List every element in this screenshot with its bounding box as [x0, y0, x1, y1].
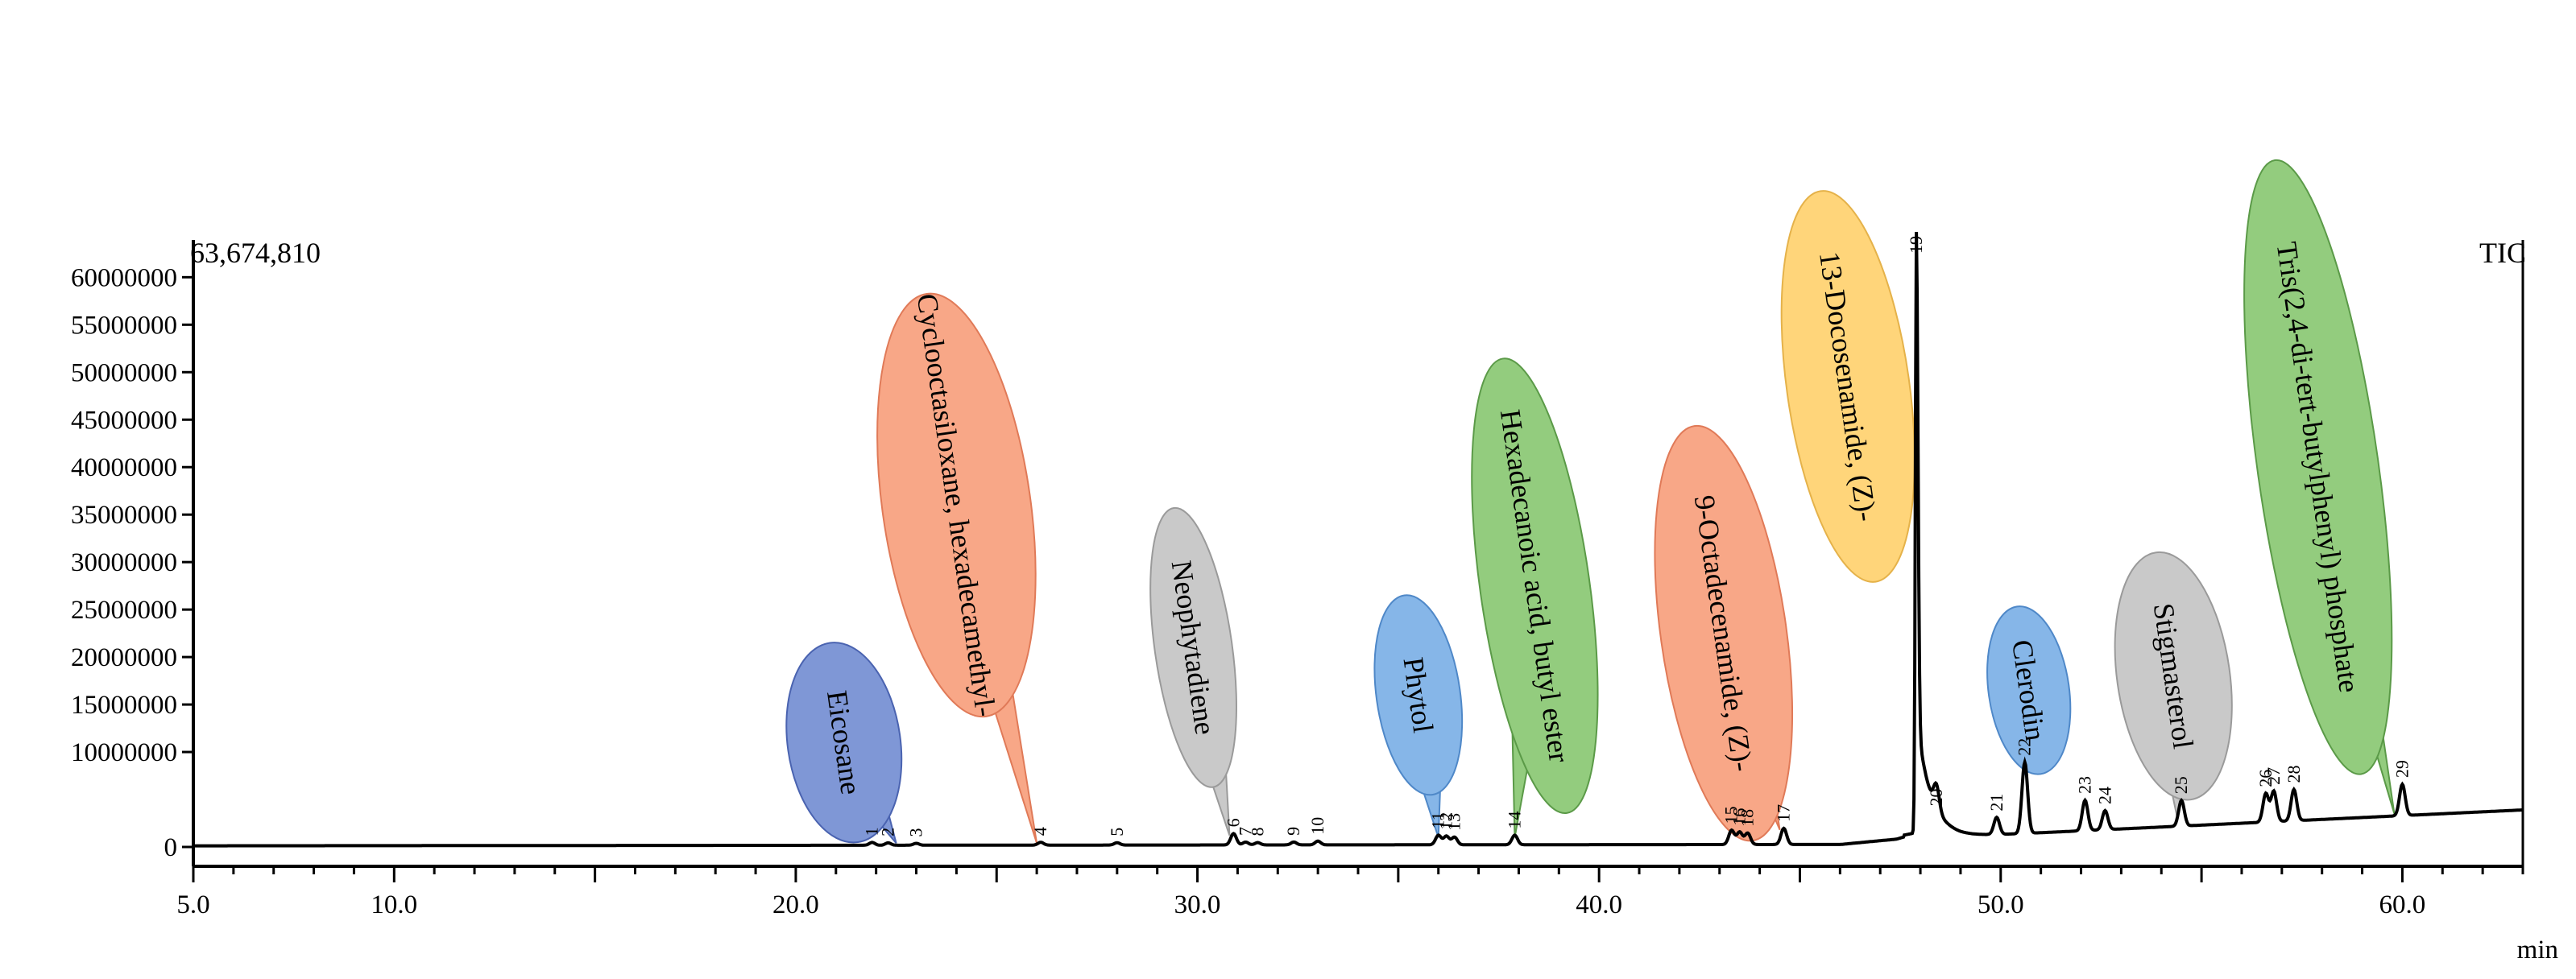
annotation-bubble-fill [1656, 427, 1791, 840]
peak-number-label: 11 [1428, 812, 1448, 828]
peak-number-label: 17 [1774, 804, 1794, 822]
peak-number-label: 2 [878, 828, 898, 836]
peak-number-label: 10 [1307, 817, 1327, 835]
peak-number-label: 15 [1721, 806, 1741, 824]
tic-trace-layer [193, 231, 2523, 848]
peak-number-label: 28 [2284, 766, 2304, 783]
y-tick-label: 25000000 [71, 596, 177, 625]
y-tick-label: 60000000 [71, 263, 177, 292]
peak-number-label: 7 [1235, 827, 1255, 836]
annotation-callout: Phytol [1373, 594, 1464, 838]
peak-number-label: 12 [1436, 812, 1456, 830]
annotation-bubble-fill [879, 295, 1034, 716]
y-tick-label: 55000000 [71, 311, 177, 340]
tic-label: TIC [2479, 237, 2526, 269]
peak-number-label: 4 [1030, 827, 1050, 836]
peak-number-label: 25 [2171, 776, 2191, 794]
x-tick-label: 20.0 [772, 890, 819, 919]
annotation-callout: Tris(2,4-di-tert-butylphenyl) phosphate [2243, 159, 2396, 815]
peak-number-label: 3 [906, 828, 926, 836]
peak-number-label: 21 [1986, 794, 2007, 812]
annotation-bubble-fill [1473, 360, 1597, 812]
annotation-callout: Neophytadiene [1149, 506, 1237, 836]
annotation-bubble-fill [1783, 192, 1914, 580]
annotation-bubble-fill [2245, 161, 2391, 773]
annotation-callout: Stigmasterol [2114, 551, 2233, 819]
peak-number-label: 26 [2255, 770, 2276, 787]
annotation-callout: 13-Docosenamide, (Z)- [1780, 190, 1915, 583]
peak-number-label: 20 [1926, 789, 1946, 807]
y-tick-label: 15000000 [71, 691, 177, 720]
y-tick-label: 30000000 [71, 548, 177, 577]
peak-number-label: 9 [1283, 827, 1303, 836]
annotation-bubble-fill [788, 644, 901, 841]
y-tick-label: 35000000 [71, 501, 177, 530]
y-tick-label: 10000000 [71, 738, 177, 767]
max-intensity-label: 63,674,810 [190, 237, 321, 269]
x-tick-label: 5.0 [176, 890, 209, 919]
y-tick-label: 20000000 [71, 643, 177, 672]
peak-number-label: 23 [2075, 776, 2095, 794]
annotation-bubble-fill [1152, 509, 1236, 786]
axes: 60000000 55000000 50000000 45000000 40000000… [71, 240, 2524, 919]
peak-number-label: 16 [1729, 808, 1750, 826]
x-unit-label: min [2517, 936, 2558, 965]
x-tick-label: 40.0 [1576, 890, 1622, 919]
x-tick-label: 10.0 [371, 890, 417, 919]
x-tick-label: 60.0 [2379, 890, 2426, 919]
peak-number-label: 1 [862, 827, 882, 836]
y-tick-label: 45000000 [71, 406, 177, 435]
y-tick-label: 50000000 [71, 358, 177, 387]
peak-number-label: 22 [2015, 738, 2035, 756]
annotation-callout: Eicosane [785, 642, 903, 844]
peak-number-label: 27 [2263, 767, 2284, 785]
peak-number-label: 19 [1906, 236, 1926, 254]
peak-number-label: 24 [2094, 787, 2114, 804]
annotation-callout: Cyclooctasiloxane, hexadecamethyl- [876, 291, 1038, 844]
annotation-callout: Hexadecanoic acid, butyl ester [1471, 357, 1599, 838]
annotation-bubble-fill [2116, 553, 2230, 799]
annotation-callout: Clerodin [1986, 605, 2072, 776]
annotation-callout: 9-Octadecenamide, (Z)- [1654, 424, 1794, 842]
peak-number-label: 13 [1444, 813, 1464, 831]
annotation-bubble-fill [1989, 608, 2069, 773]
peak-number-label: 8 [1247, 828, 1267, 836]
peak-number-label: 29 [2392, 760, 2412, 778]
peak-number-label: 18 [1737, 809, 1758, 827]
peak-number-label: 6 [1223, 818, 1243, 827]
y-tick-label: 0 [164, 833, 178, 862]
x-tick-label: 30.0 [1174, 890, 1221, 919]
tic-trace [193, 231, 2523, 848]
peak-number-label: 5 [1107, 828, 1127, 836]
annotation-bubble-fill [1376, 597, 1461, 794]
peak-number-label: 14 [1504, 811, 1524, 828]
y-tick-label: 40000000 [71, 453, 177, 482]
x-tick-label: 50.0 [1978, 890, 2024, 919]
